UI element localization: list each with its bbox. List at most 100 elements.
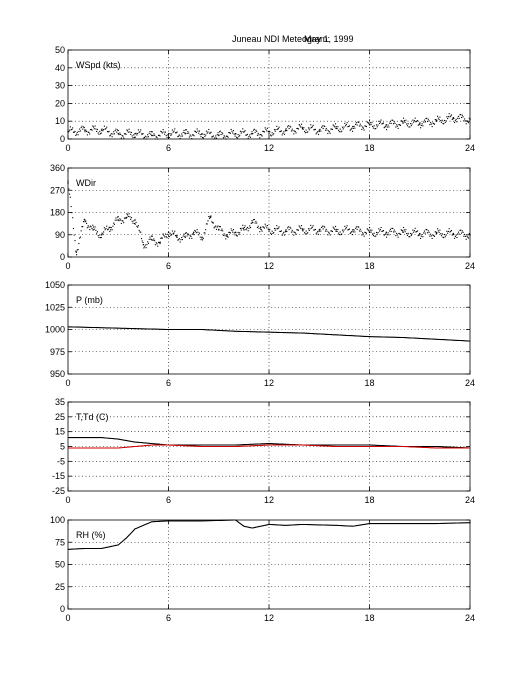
scatter-mark	[194, 229, 196, 232]
scatter-mark	[287, 126, 289, 128]
scatter-mark	[451, 118, 453, 120]
scatter-mark	[189, 235, 191, 237]
scatter-mark	[135, 221, 137, 224]
scatter-mark	[185, 129, 187, 131]
scatter-mark	[296, 127, 298, 130]
scatter-mark	[465, 123, 467, 125]
scatter-mark	[94, 226, 96, 228]
scatter-mark	[96, 128, 98, 131]
scatter-mark	[157, 134, 160, 137]
data-point	[260, 226, 262, 229]
scatter-mark	[462, 116, 464, 118]
scatter-mark	[286, 129, 288, 132]
x-tick-label: 12	[264, 613, 274, 623]
scatter-mark	[293, 234, 295, 236]
scatter-mark	[288, 128, 290, 130]
data-point	[335, 127, 337, 130]
scatter-mark	[150, 133, 152, 135]
scatter-mark	[259, 137, 261, 139]
scatter-mark	[73, 131, 75, 133]
scatter-mark	[263, 227, 265, 229]
scatter-mark	[68, 188, 70, 190]
scatter-mark	[384, 126, 386, 128]
scatter-mark	[131, 135, 133, 137]
scatter-mark	[417, 235, 419, 237]
scatter-mark	[133, 134, 135, 136]
scatter-mark	[345, 227, 347, 229]
scatter-mark	[411, 123, 413, 125]
scatter-mark	[379, 229, 381, 231]
scatter-mark	[332, 124, 334, 126]
scatter-mark	[450, 230, 452, 232]
series-dots-0	[67, 180, 471, 256]
data-point	[226, 234, 228, 236]
scatter-mark	[400, 229, 402, 231]
scatter-mark	[133, 222, 136, 225]
scatter-mark	[144, 246, 146, 248]
scatter-mark	[159, 135, 161, 137]
scatter-mark	[263, 130, 265, 132]
scatter-mark	[352, 127, 354, 130]
scatter-mark	[67, 129, 69, 131]
scatter-mark	[253, 218, 255, 221]
data-point	[301, 229, 304, 231]
scatter-mark	[243, 131, 245, 133]
scatter-mark	[233, 133, 235, 135]
scatter-mark	[106, 126, 108, 128]
scatter-mark	[426, 228, 428, 231]
scatter-mark	[72, 127, 74, 129]
scatter-mark	[450, 115, 452, 117]
panel-label: WSpd (kts)	[76, 60, 121, 70]
scatter-mark	[251, 131, 253, 133]
scatter-mark	[117, 130, 119, 132]
scatter-mark	[96, 231, 98, 233]
scatter-mark	[458, 233, 460, 235]
scatter-mark	[467, 237, 470, 239]
scatter-mark	[291, 229, 293, 231]
scatter-mark	[298, 124, 300, 126]
scatter-mark	[427, 230, 429, 232]
scatter-mark	[95, 128, 97, 130]
scatter-mark	[305, 230, 307, 232]
scatter-mark	[210, 215, 212, 217]
scatter-mark	[455, 234, 457, 236]
scatter-mark	[404, 121, 406, 123]
scatter-mark	[273, 133, 275, 135]
scatter-mark	[412, 119, 414, 121]
scatter-mark	[239, 130, 241, 132]
scatter-mark	[147, 241, 149, 243]
scatter-mark	[148, 238, 150, 240]
scatter-mark	[166, 136, 168, 138]
scatter-mark	[284, 231, 286, 233]
scatter-mark	[459, 229, 461, 232]
scatter-mark	[351, 127, 353, 129]
scatter-mark	[72, 227, 75, 230]
scatter-mark	[432, 122, 434, 124]
scatter-mark	[150, 238, 152, 240]
scatter-mark	[204, 232, 206, 234]
scatter-mark	[445, 120, 447, 122]
data-point	[84, 129, 86, 131]
scatter-mark	[287, 227, 289, 229]
scatter-mark	[389, 230, 391, 232]
scatter-mark	[137, 129, 139, 131]
scatter-mark	[317, 131, 319, 133]
scatter-mark	[79, 236, 81, 238]
scatter-mark	[200, 136, 202, 138]
scatter-mark	[152, 239, 154, 241]
y-tick-label: 10	[55, 116, 65, 126]
scatter-mark	[331, 128, 333, 131]
scatter-mark	[177, 136, 179, 138]
scatter-mark	[369, 119, 371, 121]
scatter-mark	[399, 233, 401, 235]
scatter-mark	[212, 135, 214, 137]
scatter-mark	[193, 135, 195, 137]
scatter-mark	[398, 124, 400, 126]
scatter-mark	[174, 230, 176, 232]
scatter-mark	[312, 225, 314, 227]
scatter-mark	[414, 117, 416, 119]
scatter-mark	[83, 218, 85, 220]
scatter-mark	[108, 130, 110, 132]
scatter-mark	[372, 233, 374, 235]
scatter-mark	[290, 126, 292, 128]
